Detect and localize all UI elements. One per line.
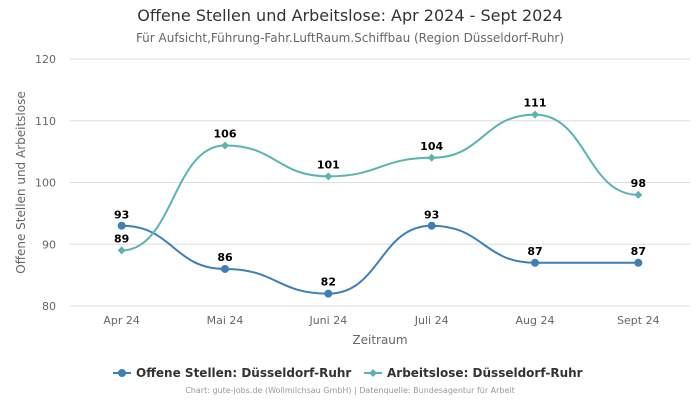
chart-title: Offene Stellen und Arbeitslose: Apr 2024… xyxy=(137,6,563,25)
series-line xyxy=(121,113,639,252)
data-point xyxy=(324,289,333,298)
y-tick-label: 90 xyxy=(42,238,56,251)
legend-label: Offene Stellen: Düsseldorf-Ruhr xyxy=(136,366,351,380)
chart-footer: Chart: gute-jobs.de (Wollmilchsau GmbH) … xyxy=(185,386,515,395)
data-label: 104 xyxy=(420,140,443,153)
data-label: 98 xyxy=(631,177,646,190)
chart-subtitle: Für Aufsicht,Führung-Fahr.LuftRaum.Schif… xyxy=(135,31,565,45)
y-tick-label: 80 xyxy=(42,300,56,313)
data-point xyxy=(117,246,126,255)
data-label: 101 xyxy=(317,158,340,171)
data-point xyxy=(427,153,436,162)
data-point xyxy=(531,258,539,267)
x-tick-label: Sept 24 xyxy=(617,314,660,327)
data-point xyxy=(221,141,229,150)
data-point xyxy=(221,264,229,273)
data-label: 87 xyxy=(631,245,646,258)
legend-marker xyxy=(369,369,377,377)
y-tick-label: 110 xyxy=(35,115,56,128)
x-tick-label: Aug 24 xyxy=(516,314,555,327)
data-label: 106 xyxy=(214,127,237,140)
data-label: 82 xyxy=(321,276,336,289)
data-label: 86 xyxy=(217,251,233,264)
y-tick-label: 120 xyxy=(35,53,56,66)
data-label: 111 xyxy=(524,97,547,110)
data-label: 93 xyxy=(424,209,439,222)
x-tick-label: Apr 24 xyxy=(103,314,140,327)
data-point xyxy=(634,258,643,267)
data-point xyxy=(117,221,126,230)
legend-label: Arbeitslose: Düsseldorf-Ruhr xyxy=(387,366,583,380)
x-tick-label: Juli 24 xyxy=(414,314,449,327)
data-label: 89 xyxy=(114,232,129,245)
x-axis-title: Zeitraum xyxy=(352,333,407,347)
y-axis-title: Offene Stellen und Arbeitslose xyxy=(14,91,28,273)
data-label: 87 xyxy=(527,245,542,258)
data-point xyxy=(634,190,643,199)
data-point xyxy=(324,172,333,181)
data-label: 93 xyxy=(114,209,129,222)
y-tick-label: 100 xyxy=(35,177,56,190)
data-point xyxy=(531,110,539,119)
legend-marker xyxy=(118,369,126,377)
x-tick-label: Mai 24 xyxy=(207,314,244,327)
x-tick-label: Juni 24 xyxy=(308,314,347,327)
data-point xyxy=(427,221,436,230)
series-line xyxy=(121,224,639,295)
